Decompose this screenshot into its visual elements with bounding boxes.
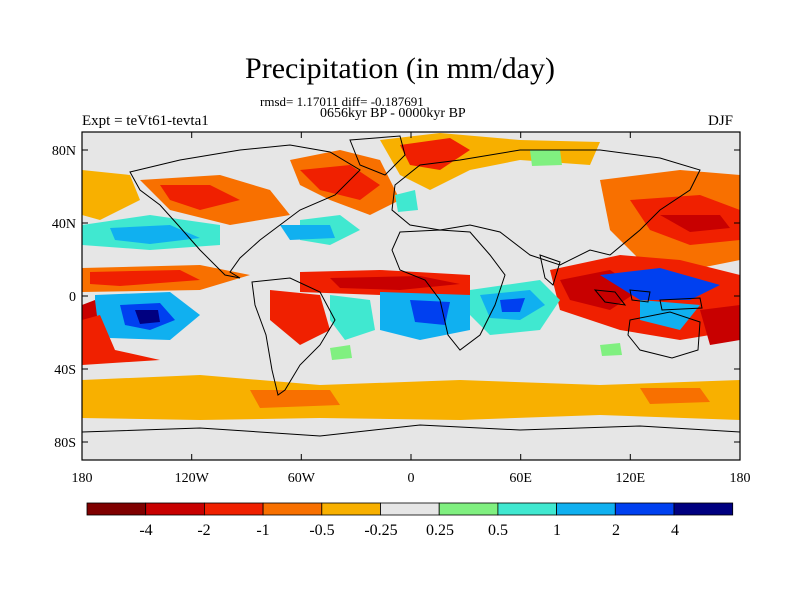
lon-tick-label: 0 [408, 471, 415, 486]
colorbar-label: -0.5 [309, 522, 334, 539]
colorbar-label: 4 [671, 522, 679, 539]
lat-tick-label: 40N [52, 217, 76, 232]
colorbar-swatch [321, 502, 381, 516]
experiment-label: Expt = teVt61-tevta1 [82, 113, 209, 129]
colorbar-label: -4 [139, 522, 152, 539]
colorbar [86, 502, 734, 516]
colorbar-swatch [497, 502, 557, 516]
lat-axis [82, 149, 740, 443]
season-label: DJF [708, 113, 734, 129]
map-panel [82, 132, 740, 460]
colorbar-swatch [262, 502, 323, 516]
colorbar-swatch [614, 502, 675, 516]
lat-tick-label: 40S [54, 363, 76, 378]
lon-tick-label: 60W [288, 471, 316, 486]
lon-tick-label: 180 [72, 471, 93, 486]
lon-tick-label: 120W [175, 471, 210, 486]
colorbar-label: -1 [256, 522, 269, 539]
stats-line: rmsd= 1.17011 diff= -0.187691 [260, 94, 424, 109]
colorbar-label: -2 [197, 522, 210, 539]
colorbar-label: -0.25 [364, 522, 397, 539]
colorbar-swatch [556, 502, 616, 516]
colorbar-label: 2 [612, 522, 620, 539]
lon-tick-labels: 180 120W 60W 0 60E 120E 180 [72, 471, 751, 486]
lat-tick-label: 0 [69, 290, 76, 305]
colorbar-label: 0.25 [426, 522, 454, 539]
precip-field [82, 133, 740, 420]
figure-title: Precipitation (in mm/day) [245, 52, 555, 85]
colorbar-label: 0.5 [488, 522, 508, 539]
colorbar-label: 1 [553, 522, 561, 539]
lon-tick-label: 60E [509, 471, 532, 486]
lat-tick-label: 80N [52, 144, 76, 159]
lon-axis [81, 132, 741, 460]
colorbar-swatch [145, 502, 205, 516]
coastlines [82, 135, 740, 437]
lon-tick-label: 120E [616, 471, 646, 486]
colorbar-swatch [380, 502, 440, 516]
colorbar-swatch [673, 502, 734, 516]
colorbar-swatch [438, 502, 499, 516]
colorbar-swatch [86, 502, 147, 516]
lat-tick-label: 80S [54, 436, 76, 451]
colorbar-labels: -4 -2 -1 -0.5 -0.25 0.25 0.5 1 2 4 [139, 522, 679, 539]
period-label: 0656kyr BP - 0000kyr BP [320, 106, 466, 121]
lat-tick-labels: 80N 40N 0 40S 80S [52, 144, 76, 451]
colorbar-swatch [203, 502, 264, 516]
lon-tick-label: 180 [730, 471, 751, 486]
